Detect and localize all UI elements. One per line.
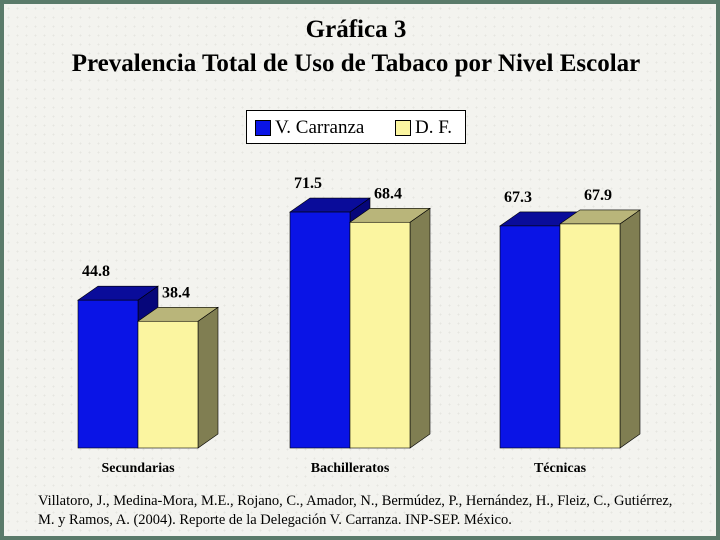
legend-item-v-carranza: V. Carranza [255, 117, 364, 139]
legend-label-df: D. F. [415, 117, 453, 138]
bar-v-carranza-1 [289, 211, 351, 449]
value-label-v-carranza-0: 44.8 [82, 263, 110, 280]
bar-df-2 [559, 223, 621, 449]
value-label-df-1: 68.4 [374, 185, 402, 202]
bar-v-carranza-2 [499, 225, 561, 449]
legend: V. Carranza D. F. [246, 110, 466, 144]
bar-df-1 [349, 221, 411, 449]
chart-title: Gráfica 3 [305, 16, 407, 43]
bar-v-carranza-0 [77, 299, 139, 449]
bar-df-0 [137, 320, 199, 449]
value-label-df-2: 67.9 [584, 187, 612, 204]
bar-side-df-0 [197, 306, 219, 449]
legend-label-v-carranza: V. Carranza [275, 117, 365, 138]
bar-side-df-1 [409, 207, 431, 449]
category-label-1: Bachilleratos [311, 461, 390, 476]
bar-side-df-2 [619, 209, 641, 449]
value-label-df-0: 38.4 [162, 284, 190, 301]
category-label-0: Secundarias [101, 461, 175, 476]
value-label-v-carranza-1: 71.5 [294, 175, 322, 192]
source-citation: Villatoro, J., Medina-Mora, M.E., Rojano… [38, 493, 673, 528]
value-label-v-carranza-2: 67.3 [504, 189, 532, 206]
legend-swatch-v-carranza [255, 120, 271, 136]
chart-subtitle: Prevalencia Total de Uso de Tabaco por N… [71, 50, 641, 77]
legend-swatch-df [395, 120, 411, 136]
legend-item-df: D. F. [395, 117, 452, 139]
category-label-2: Técnicas [534, 461, 587, 476]
